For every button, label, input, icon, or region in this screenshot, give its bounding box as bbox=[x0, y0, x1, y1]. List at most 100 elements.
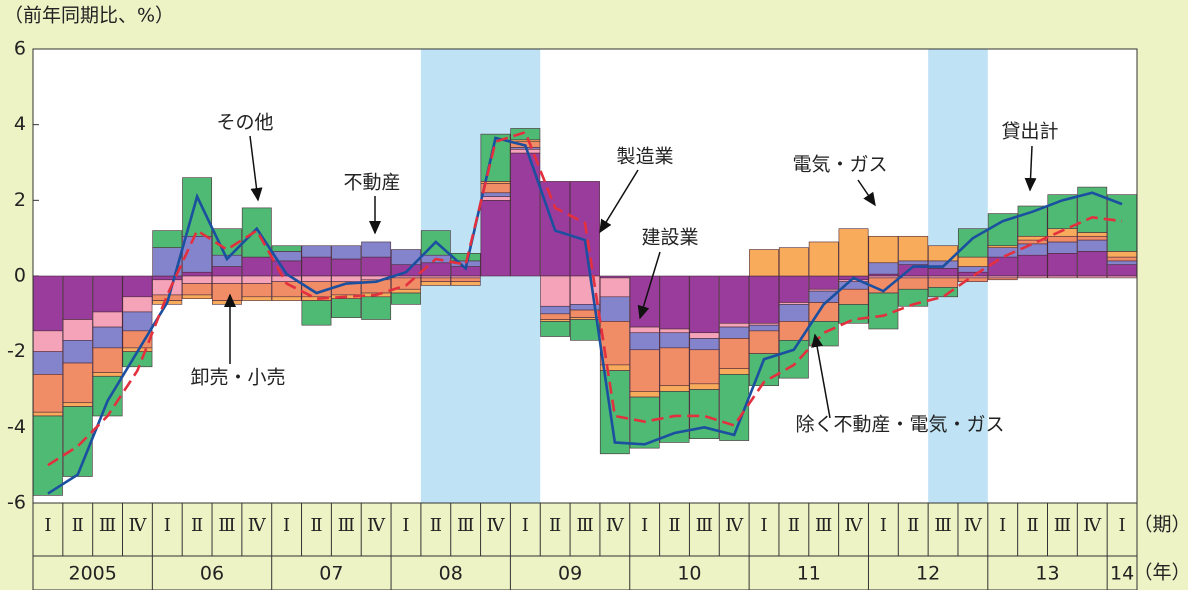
bar-segment bbox=[182, 275, 213, 284]
bar-segment bbox=[241, 256, 272, 277]
bar-segment bbox=[987, 256, 1018, 277]
x-tick-label: Ⅲ bbox=[815, 515, 832, 536]
bar-segment bbox=[212, 266, 242, 277]
bar-segment bbox=[808, 275, 839, 290]
x-group-tick-label: 07 bbox=[319, 563, 343, 585]
bar-segment bbox=[689, 389, 720, 439]
bar-segment bbox=[778, 304, 809, 322]
bar-segment bbox=[212, 275, 242, 284]
bar-segment bbox=[898, 277, 929, 290]
bar-segment bbox=[749, 330, 779, 354]
bar-segment bbox=[391, 292, 421, 305]
x-tick-label: Ⅱ bbox=[430, 515, 442, 536]
annotation: 不動産 bbox=[343, 172, 400, 194]
bar-segment bbox=[1077, 232, 1108, 237]
bar-segment bbox=[1107, 260, 1138, 265]
bar-segment bbox=[182, 294, 213, 299]
bar-segment bbox=[599, 277, 630, 298]
x-tick-label: Ⅱ bbox=[72, 515, 84, 536]
y-tick-label: 4 bbox=[14, 113, 26, 135]
x-tick-label: Ⅳ bbox=[128, 515, 147, 536]
x-tick-label: Ⅰ bbox=[641, 515, 648, 536]
bar-segment bbox=[1107, 275, 1138, 279]
bar-segment bbox=[510, 128, 541, 141]
bar-segment bbox=[808, 241, 839, 277]
bar-segment bbox=[1107, 251, 1138, 258]
annotation: 貸出計 bbox=[1001, 121, 1058, 143]
bar-segment bbox=[957, 277, 988, 282]
bar-segment bbox=[749, 249, 779, 277]
bar-segment bbox=[361, 256, 392, 277]
x-group-tick-label: 11 bbox=[797, 563, 821, 585]
bar-segment bbox=[987, 277, 1018, 281]
bar-segment bbox=[420, 281, 451, 286]
bar-segment bbox=[510, 148, 541, 154]
bar-segment bbox=[92, 275, 123, 313]
x-group-label: （年） bbox=[1133, 562, 1188, 584]
bar-segment bbox=[1047, 235, 1078, 243]
x-group-tick-label: 13 bbox=[1035, 563, 1059, 585]
bar-segment bbox=[361, 296, 392, 320]
bar-segment bbox=[241, 296, 272, 301]
bar-segment bbox=[570, 319, 600, 341]
bar-segment bbox=[540, 313, 571, 320]
x-tick-label: Ⅳ bbox=[248, 515, 267, 536]
bar-segment bbox=[689, 275, 720, 334]
annotation-arrow bbox=[599, 169, 639, 234]
x-tick-label: Ⅱ bbox=[310, 515, 322, 536]
bar-segment bbox=[122, 311, 153, 332]
bar-segment bbox=[212, 300, 242, 305]
y-tick-label: 0 bbox=[14, 265, 26, 287]
line-series bbox=[47, 136, 1123, 495]
bar-segment bbox=[62, 319, 93, 341]
bar-segment bbox=[957, 271, 988, 277]
bar-segment bbox=[62, 275, 93, 320]
bar-segment bbox=[301, 275, 332, 282]
bar-segment bbox=[32, 411, 63, 417]
annotation: その他 bbox=[216, 112, 273, 134]
x-tick-label: Ⅰ bbox=[164, 515, 171, 536]
bar-segment bbox=[1077, 275, 1108, 279]
bar-segment bbox=[1107, 256, 1138, 262]
annotation-arrow bbox=[811, 333, 831, 419]
bar-segment bbox=[719, 338, 750, 369]
bar-segment bbox=[838, 288, 869, 305]
bar-segment bbox=[152, 230, 183, 248]
bar-segment bbox=[420, 277, 451, 282]
bar-segment bbox=[629, 332, 660, 351]
bar-segment bbox=[659, 275, 690, 330]
bar-segment bbox=[271, 296, 302, 301]
bar-segment bbox=[659, 385, 690, 392]
bar-segment bbox=[92, 347, 123, 373]
x-group-tick-label: 14 bbox=[1110, 563, 1134, 585]
bar-segment bbox=[122, 296, 153, 313]
x-tick-label: Ⅲ bbox=[99, 515, 116, 536]
bar-segment bbox=[778, 340, 809, 379]
x-group-tick-label: 12 bbox=[916, 563, 940, 585]
y-tick-label: -4 bbox=[7, 416, 26, 438]
x-tick-label: Ⅳ bbox=[725, 515, 744, 536]
annotation: 電気・ガス bbox=[792, 154, 887, 176]
x-axis-label: （期） bbox=[1133, 514, 1188, 536]
bar-segment bbox=[689, 332, 720, 339]
bar-segment bbox=[1047, 241, 1078, 254]
bar-segment bbox=[241, 207, 272, 258]
x-tick-label: Ⅲ bbox=[338, 515, 355, 536]
x-tick-label: Ⅱ bbox=[191, 515, 203, 536]
bar-segment bbox=[928, 268, 958, 277]
bar-segment bbox=[778, 247, 809, 277]
bar-segment bbox=[32, 275, 63, 332]
x-tick-label: Ⅰ bbox=[760, 515, 767, 536]
x-tick-label: Ⅲ bbox=[934, 515, 951, 536]
x-tick-label: Ⅰ bbox=[522, 515, 529, 536]
bar-segment bbox=[62, 402, 93, 407]
x-tick-label: Ⅱ bbox=[907, 515, 919, 536]
bar-segment bbox=[540, 321, 571, 337]
bar-segment bbox=[480, 200, 511, 277]
bar-segment bbox=[629, 326, 660, 334]
bar-segment bbox=[629, 391, 660, 398]
bar-segment bbox=[32, 374, 63, 413]
x-tick-label: Ⅲ bbox=[457, 515, 474, 536]
x-tick-label: Ⅰ bbox=[283, 515, 290, 536]
bar-segment bbox=[1017, 275, 1048, 279]
